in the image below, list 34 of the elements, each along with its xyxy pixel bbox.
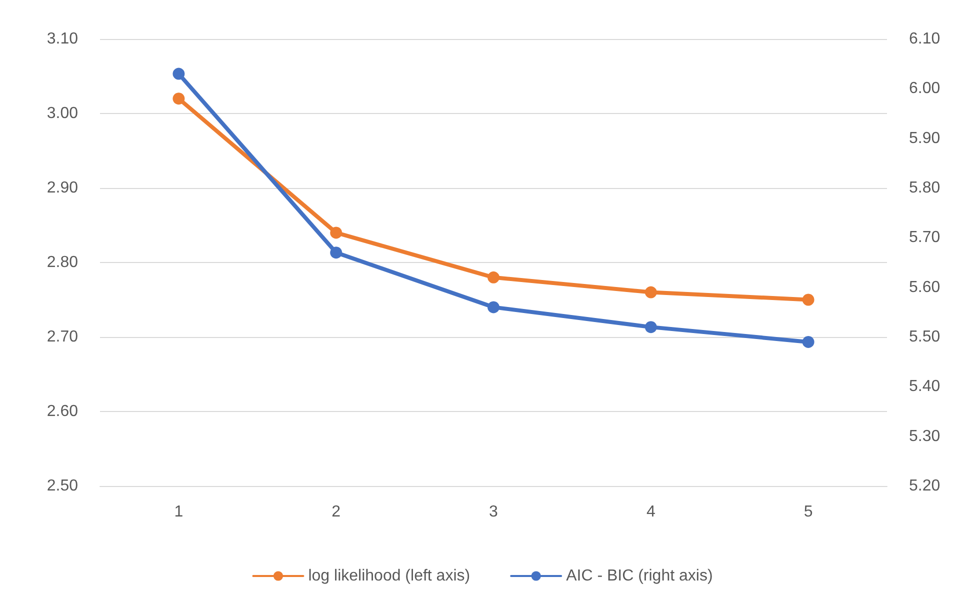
y2-tick-label: 6.00 [909,80,940,98]
legend-label: log likelihood (left axis) [308,568,470,584]
x-tick-label: 4 [646,504,656,520]
x-tick-label: 3 [489,504,498,520]
x-tick-label: 5 [804,504,813,520]
legend-label: AIC - BIC (right axis) [566,568,713,584]
x-tick-label: 1 [174,504,184,520]
point [488,271,500,284]
y-tick-label: 2.90 [46,180,78,196]
point [172,92,185,105]
point [330,246,342,259]
point [330,226,342,239]
y-tick-label: 2.80 [46,254,78,271]
y-tick-label: 2.70 [46,328,78,346]
y2-tick-label: 5.80 [909,180,940,196]
point [644,286,657,298]
y-tick-label: 3.10 [46,30,78,48]
y2-tick-label: 5.30 [909,428,940,445]
y-tick-label: 2.50 [46,478,78,494]
point [488,301,500,314]
point [802,294,814,306]
y-tick-label: 2.60 [46,403,78,420]
y-tick-label: 3.00 [46,105,78,122]
x-tick-label: 2 [332,504,341,520]
y2-tick-label: 5.50 [909,328,940,346]
point [172,68,185,80]
point [644,321,657,334]
y2-tick-label: 5.20 [909,478,940,494]
y2-tick-label: 5.70 [909,229,940,246]
y2-tick-label: 5.40 [909,378,940,396]
y2-tick-label: 6.10 [909,30,940,48]
point [802,336,814,348]
y2-tick-label: 5.60 [909,278,940,296]
y2-tick-label: 5.90 [909,130,940,147]
